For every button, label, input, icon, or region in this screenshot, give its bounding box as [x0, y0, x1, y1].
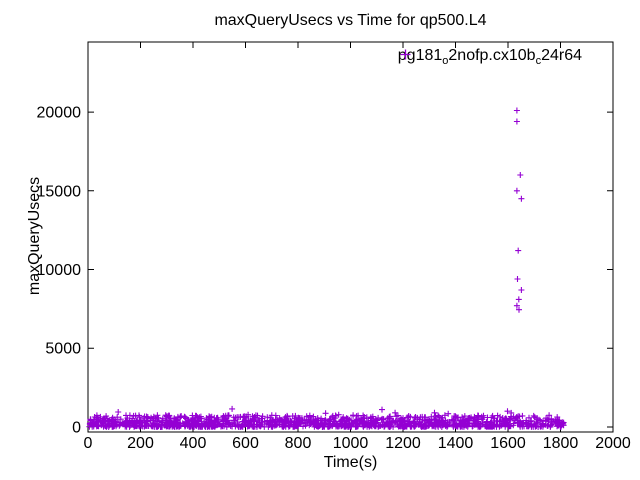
tick-label: 1200: [385, 435, 421, 452]
tick-label: 1600: [490, 435, 526, 452]
legend-label-subscript: o: [442, 55, 449, 67]
plot-frame: [87, 41, 614, 433]
tick-label: 2000: [595, 435, 631, 452]
scatter-points: [86, 107, 567, 430]
tick-label: 5000: [45, 341, 81, 358]
tick-label: 400: [180, 435, 207, 452]
tick-label: 10000: [37, 262, 82, 279]
chart-title: maxQueryUsecs vs Time for qp500.L4: [214, 12, 487, 29]
y-axis-label: maxQueryUsecs: [26, 176, 43, 296]
tick-label: 800: [285, 435, 312, 452]
legend-plus-marker-icon: [400, 49, 411, 60]
legend-label-segment: 24r64: [541, 47, 582, 64]
tick-label: 200: [127, 435, 154, 452]
tick-label: 0: [84, 435, 93, 452]
tick-label: 0: [72, 419, 81, 436]
tick-label: 20000: [37, 105, 82, 122]
legend-label-segment: pg181: [397, 47, 443, 64]
axis-ticks: [87, 42, 614, 432]
x-axis-label: Time(s): [323, 454, 378, 471]
tick-label: 15000: [37, 183, 82, 200]
tick-label: 1000: [333, 435, 369, 452]
tick-label: 1800: [543, 435, 579, 452]
tick-label: 1400: [438, 435, 474, 452]
legend-label-segment: 2nofp.cx10b: [448, 47, 536, 64]
legend-series-label: pg181o2nofp.cx10bc24r64: [397, 47, 582, 67]
legend: pg181o2nofp.cx10bc24r64: [397, 47, 582, 67]
legend-label-subscript: c: [535, 55, 542, 67]
tick-label: 600: [232, 435, 259, 452]
